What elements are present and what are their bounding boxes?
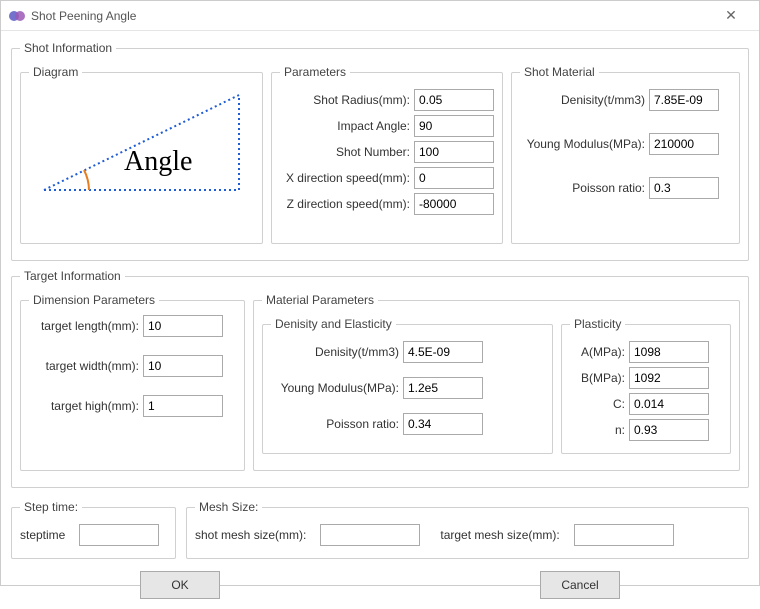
cancel-button[interactable]: Cancel (540, 571, 620, 599)
shot-information-group: Shot Information Diagram (11, 41, 749, 261)
target-information-group: Target Information Dimension Parameters … (11, 269, 749, 488)
shot-young-label: Young Modulus(MPa): (520, 137, 645, 151)
diagram-group: Diagram Angle (20, 65, 263, 244)
x-speed-input[interactable] (414, 167, 494, 189)
shot-poisson-input[interactable] (649, 177, 719, 199)
plasticity-b-input[interactable] (629, 367, 709, 389)
target-information-legend: Target Information (20, 269, 125, 283)
target-length-label: target length(mm): (29, 319, 139, 333)
shot-density-label: Denisity(t/mm3) (520, 93, 645, 107)
impact-angle-label: Impact Angle: (280, 119, 410, 133)
shot-material-legend: Shot Material (520, 65, 599, 79)
target-density-label: Denisity(t/mm3) (271, 345, 399, 359)
diagram-svg: Angle (29, 85, 254, 205)
shot-information-legend: Shot Information (20, 41, 116, 55)
shot-mesh-input[interactable] (320, 524, 420, 546)
diagram-angle-label: Angle (124, 146, 192, 177)
material-parameters-group: Material Parameters Denisity and Elastic… (253, 293, 740, 471)
window-title: Shot Peening Angle (31, 9, 711, 23)
app-icon (9, 8, 25, 24)
target-length-input[interactable] (143, 315, 223, 337)
plasticity-c-input[interactable] (629, 393, 709, 415)
dialog-window: Shot Peening Angle ✕ Shot Information Di… (0, 0, 760, 586)
x-speed-label: X direction speed(mm): (280, 171, 410, 185)
dimension-parameters-legend: Dimension Parameters (29, 293, 159, 307)
target-young-label: Young Modulus(MPa): (271, 381, 399, 395)
shot-number-label: Shot Number: (280, 145, 410, 159)
plasticity-n-label: n: (570, 423, 625, 437)
z-speed-input[interactable] (414, 193, 494, 215)
target-poisson-input[interactable] (403, 413, 483, 435)
target-high-label: target high(mm): (29, 399, 139, 413)
titlebar: Shot Peening Angle ✕ (1, 1, 759, 31)
parameters-group: Parameters Shot Radius(mm): Impact Angle… (271, 65, 503, 244)
density-elasticity-group: Denisity and Elasticity Denisity(t/mm3) … (262, 317, 553, 454)
target-young-input[interactable] (403, 377, 483, 399)
mesh-size-legend: Mesh Size: (195, 500, 262, 514)
target-width-input[interactable] (143, 355, 223, 377)
shot-material-group: Shot Material Denisity(t/mm3) Young Modu… (511, 65, 740, 244)
shot-mesh-label: shot mesh size(mm): (195, 528, 306, 542)
density-elasticity-legend: Denisity and Elasticity (271, 317, 396, 331)
dimension-parameters-group: Dimension Parameters target length(mm): … (20, 293, 245, 471)
target-density-input[interactable] (403, 341, 483, 363)
diagram-legend: Diagram (29, 65, 82, 79)
shot-young-input[interactable] (649, 133, 719, 155)
steptime-input[interactable] (79, 524, 159, 546)
plasticity-b-label: B(MPa): (570, 371, 625, 385)
shot-radius-input[interactable] (414, 89, 494, 111)
shot-poisson-label: Poisson ratio: (520, 181, 645, 195)
target-width-label: target width(mm): (29, 359, 139, 373)
shot-radius-label: Shot Radius(mm): (280, 93, 410, 107)
plasticity-a-label: A(MPa): (570, 345, 625, 359)
steptime-label: steptime (20, 528, 75, 542)
dialog-content: Shot Information Diagram (1, 31, 759, 609)
target-poisson-label: Poisson ratio: (271, 417, 399, 431)
shot-number-input[interactable] (414, 141, 494, 163)
shot-density-input[interactable] (649, 89, 719, 111)
step-time-group: Step time: steptime (11, 500, 176, 559)
mesh-size-group: Mesh Size: shot mesh size(mm): target me… (186, 500, 749, 559)
plasticity-group: Plasticity A(MPa): B(MPa): C: (561, 317, 731, 454)
plasticity-c-label: C: (570, 397, 625, 411)
material-parameters-legend: Material Parameters (262, 293, 378, 307)
plasticity-a-input[interactable] (629, 341, 709, 363)
target-mesh-input[interactable] (574, 524, 674, 546)
plasticity-legend: Plasticity (570, 317, 625, 331)
target-high-input[interactable] (143, 395, 223, 417)
diagram-box: Angle (29, 85, 254, 235)
step-time-legend: Step time: (20, 500, 82, 514)
target-mesh-label: target mesh size(mm): (440, 528, 559, 542)
close-button[interactable]: ✕ (711, 2, 751, 30)
plasticity-n-input[interactable] (629, 419, 709, 441)
z-speed-label: Z direction speed(mm): (280, 197, 410, 211)
ok-button[interactable]: OK (140, 571, 220, 599)
parameters-legend: Parameters (280, 65, 350, 79)
impact-angle-input[interactable] (414, 115, 494, 137)
